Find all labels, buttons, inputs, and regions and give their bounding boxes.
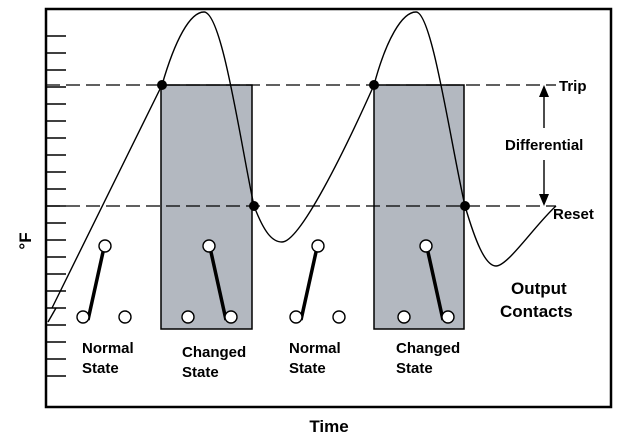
- state-label-2-line2: State: [182, 364, 219, 381]
- trip-point-2: [369, 80, 379, 90]
- state-label-4-line1: Changed: [396, 340, 460, 357]
- output-contact-changed-2: [397, 239, 455, 324]
- output-contact-changed-1: [181, 239, 238, 324]
- output-contacts-label-line1: Output: [511, 279, 567, 298]
- output-contacts-label-line2: Contacts: [500, 302, 573, 321]
- state-label-1-line1: Normal: [82, 340, 134, 357]
- temperature-curve: [51, 11, 557, 309]
- state-label-3-line2: State: [289, 360, 326, 377]
- x-axis-label: Time: [309, 417, 348, 436]
- y-axis-ticks: [46, 35, 66, 377]
- state-label-2-line1: Changed: [182, 344, 246, 361]
- output-contact-normal-1: [76, 239, 132, 324]
- state-label-3-line1: Normal: [289, 340, 341, 357]
- output-contact-normal-2: [289, 239, 346, 324]
- state-label-4-line2: State: [396, 360, 433, 377]
- reset-point-2: [460, 201, 470, 211]
- differential-label: Differential: [505, 137, 583, 154]
- trip-point-1: [157, 80, 167, 90]
- state-label-1-line2: State: [82, 360, 119, 377]
- trip-label: Trip: [559, 78, 587, 95]
- differential-arrow-down-head: [539, 194, 549, 206]
- changed-state-region-2: [373, 84, 465, 330]
- plot-frame: [44, 7, 613, 409]
- differential-arrow-up-head: [539, 85, 549, 97]
- temperature-curve-tail: [47, 307, 57, 323]
- y-axis-label: °F: [16, 232, 35, 249]
- reset-label: Reset: [553, 206, 594, 223]
- changed-state-region-1: [160, 84, 253, 330]
- reset-point-1: [249, 201, 259, 211]
